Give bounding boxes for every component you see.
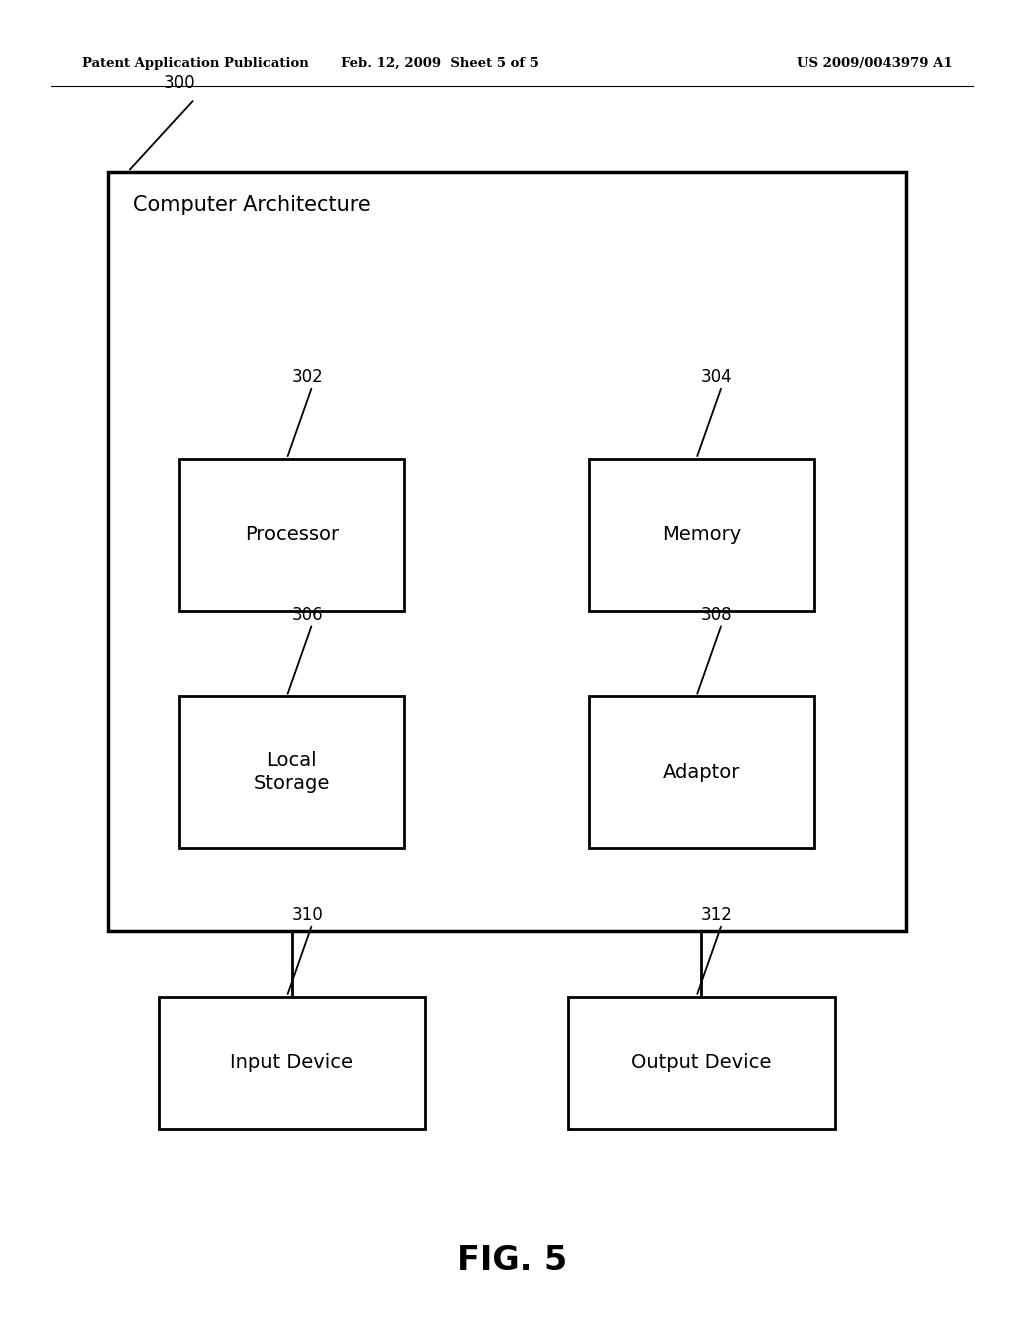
- Bar: [179, 459, 404, 610]
- Text: 310: 310: [291, 906, 324, 924]
- Text: Processor: Processor: [245, 525, 339, 544]
- Text: Local
Storage: Local Storage: [254, 751, 330, 793]
- Text: Input Device: Input Device: [230, 1053, 353, 1072]
- Text: 302: 302: [291, 368, 324, 385]
- Text: Memory: Memory: [662, 525, 741, 544]
- Text: Patent Application Publication: Patent Application Publication: [82, 57, 308, 70]
- Text: 300: 300: [164, 74, 195, 92]
- Bar: [589, 697, 814, 849]
- Text: 308: 308: [701, 606, 732, 624]
- Bar: [589, 459, 814, 610]
- Bar: [108, 172, 906, 931]
- Text: Output Device: Output Device: [631, 1053, 772, 1072]
- Bar: [568, 997, 835, 1129]
- Text: US 2009/0043979 A1: US 2009/0043979 A1: [797, 57, 952, 70]
- Text: Feb. 12, 2009  Sheet 5 of 5: Feb. 12, 2009 Sheet 5 of 5: [341, 57, 540, 70]
- Text: Computer Architecture: Computer Architecture: [133, 195, 371, 215]
- Text: FIG. 5: FIG. 5: [457, 1243, 567, 1278]
- Text: Adaptor: Adaptor: [663, 763, 740, 781]
- Bar: [159, 997, 425, 1129]
- Text: 312: 312: [700, 906, 733, 924]
- Text: 304: 304: [701, 368, 732, 385]
- Text: 306: 306: [292, 606, 323, 624]
- Bar: [179, 697, 404, 849]
